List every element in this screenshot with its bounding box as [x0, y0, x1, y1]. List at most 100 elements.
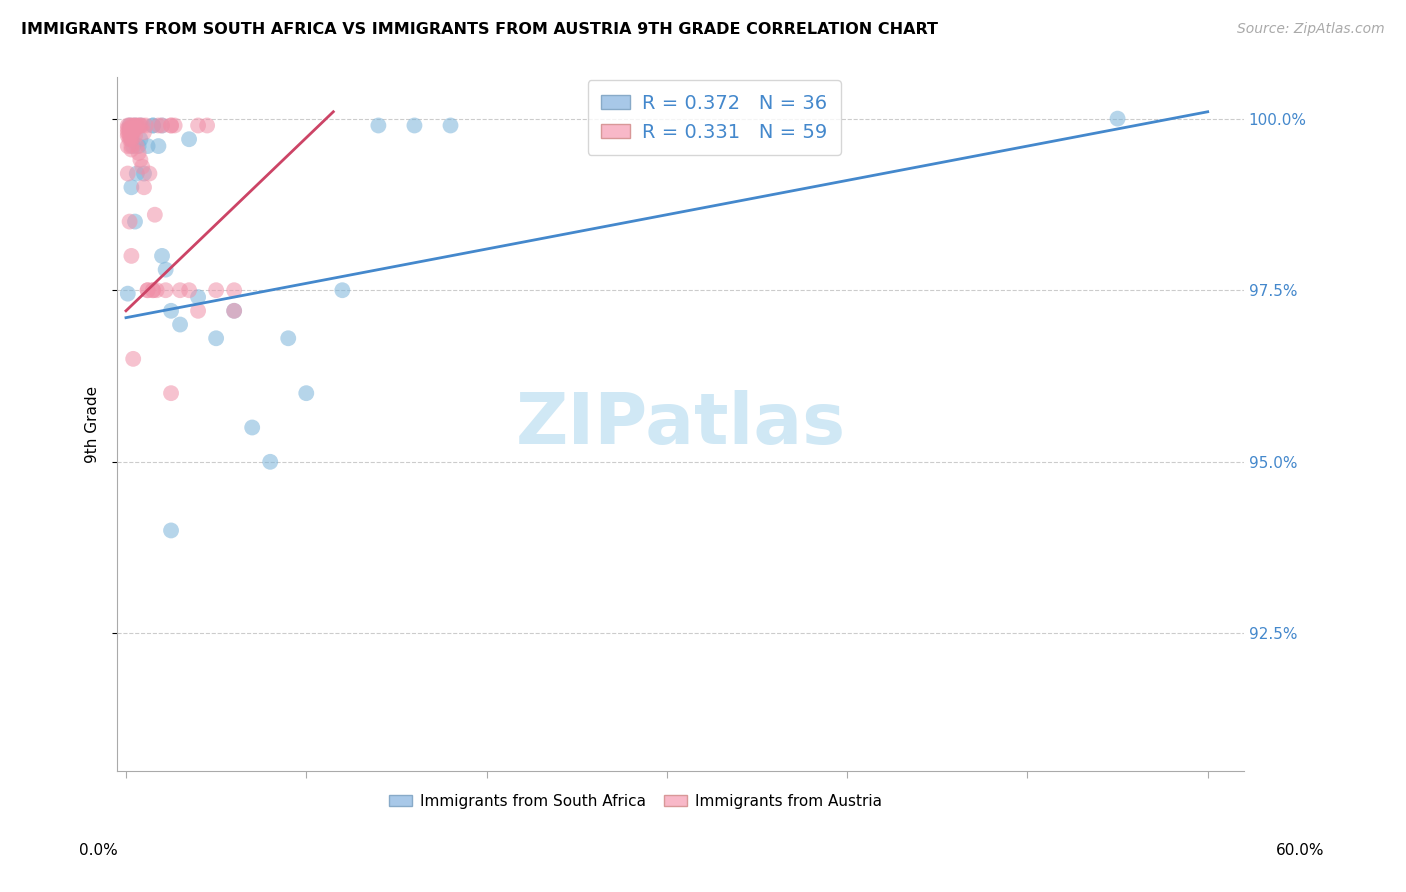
Point	[129, 132, 152, 146]
Point	[160, 303, 183, 318]
Point	[120, 132, 142, 146]
Point	[169, 318, 191, 332]
Point	[122, 351, 145, 366]
Point	[205, 283, 228, 297]
Point	[259, 455, 281, 469]
Point	[129, 119, 152, 133]
Point	[128, 119, 150, 133]
Point	[129, 153, 152, 167]
Point	[136, 283, 159, 297]
Point	[135, 119, 157, 133]
Point	[118, 214, 141, 228]
Point	[187, 290, 209, 304]
Point	[122, 139, 145, 153]
Point	[367, 119, 389, 133]
Point	[143, 208, 166, 222]
Text: ZIPatlas: ZIPatlas	[516, 390, 845, 458]
Point	[177, 132, 200, 146]
Point	[224, 303, 246, 318]
Point	[150, 119, 173, 133]
Y-axis label: 9th Grade: 9th Grade	[86, 385, 100, 463]
Point	[160, 119, 183, 133]
Point	[120, 249, 142, 263]
Point	[224, 303, 246, 318]
Point	[155, 283, 177, 297]
Point	[132, 180, 155, 194]
Point	[148, 139, 170, 153]
Point	[169, 283, 191, 297]
Point	[131, 119, 153, 133]
Point	[125, 119, 148, 133]
Point	[129, 119, 152, 133]
Point	[148, 119, 170, 133]
Point	[122, 125, 145, 139]
Legend: Immigrants from South Africa, Immigrants from Austria: Immigrants from South Africa, Immigrants…	[382, 788, 887, 815]
Point	[117, 119, 139, 133]
Point	[187, 119, 209, 133]
Point	[118, 125, 141, 139]
Point	[177, 283, 200, 297]
Point	[124, 214, 146, 228]
Point	[125, 167, 148, 181]
Point	[125, 139, 148, 153]
Point	[117, 128, 139, 143]
Point	[142, 283, 165, 297]
Point	[118, 122, 141, 136]
Point	[128, 139, 150, 153]
Point	[132, 125, 155, 139]
Point	[142, 119, 165, 133]
Point	[142, 119, 165, 133]
Point	[118, 128, 141, 143]
Point	[118, 119, 141, 133]
Point	[138, 167, 160, 181]
Point	[117, 286, 139, 301]
Point	[122, 122, 145, 136]
Point	[120, 132, 142, 146]
Point	[1107, 112, 1129, 126]
Point	[120, 119, 142, 133]
Point	[277, 331, 299, 345]
Point	[131, 160, 153, 174]
Point	[128, 145, 150, 160]
Point	[439, 119, 461, 133]
Point	[117, 167, 139, 181]
Point	[187, 303, 209, 318]
Point	[142, 283, 165, 297]
Point	[160, 386, 183, 401]
Point	[124, 119, 146, 133]
Point	[124, 128, 146, 143]
Point	[118, 122, 141, 136]
Point	[160, 524, 183, 538]
Point	[120, 139, 142, 153]
Point	[124, 122, 146, 136]
Point	[117, 125, 139, 139]
Point	[240, 420, 263, 434]
Point	[330, 283, 353, 297]
Point	[118, 132, 141, 146]
Text: 60.0%: 60.0%	[1277, 843, 1324, 858]
Point	[136, 283, 159, 297]
Point	[224, 283, 246, 297]
Point	[120, 128, 142, 143]
Point	[150, 249, 173, 263]
Point	[118, 119, 141, 133]
Point	[120, 143, 142, 157]
Point	[195, 119, 218, 133]
Point	[295, 386, 318, 401]
Point	[122, 119, 145, 133]
Point	[163, 119, 186, 133]
Text: IMMIGRANTS FROM SOUTH AFRICA VS IMMIGRANTS FROM AUSTRIA 9TH GRADE CORRELATION CH: IMMIGRANTS FROM SOUTH AFRICA VS IMMIGRAN…	[21, 22, 938, 37]
Point	[120, 180, 142, 194]
Point	[404, 119, 426, 133]
Text: 0.0%: 0.0%	[79, 843, 118, 858]
Point	[160, 119, 183, 133]
Point	[205, 331, 228, 345]
Point	[124, 119, 146, 133]
Point	[136, 139, 159, 153]
Point	[117, 139, 139, 153]
Point	[145, 283, 167, 297]
Point	[150, 119, 173, 133]
Text: Source: ZipAtlas.com: Source: ZipAtlas.com	[1237, 22, 1385, 37]
Point	[132, 167, 155, 181]
Point	[155, 262, 177, 277]
